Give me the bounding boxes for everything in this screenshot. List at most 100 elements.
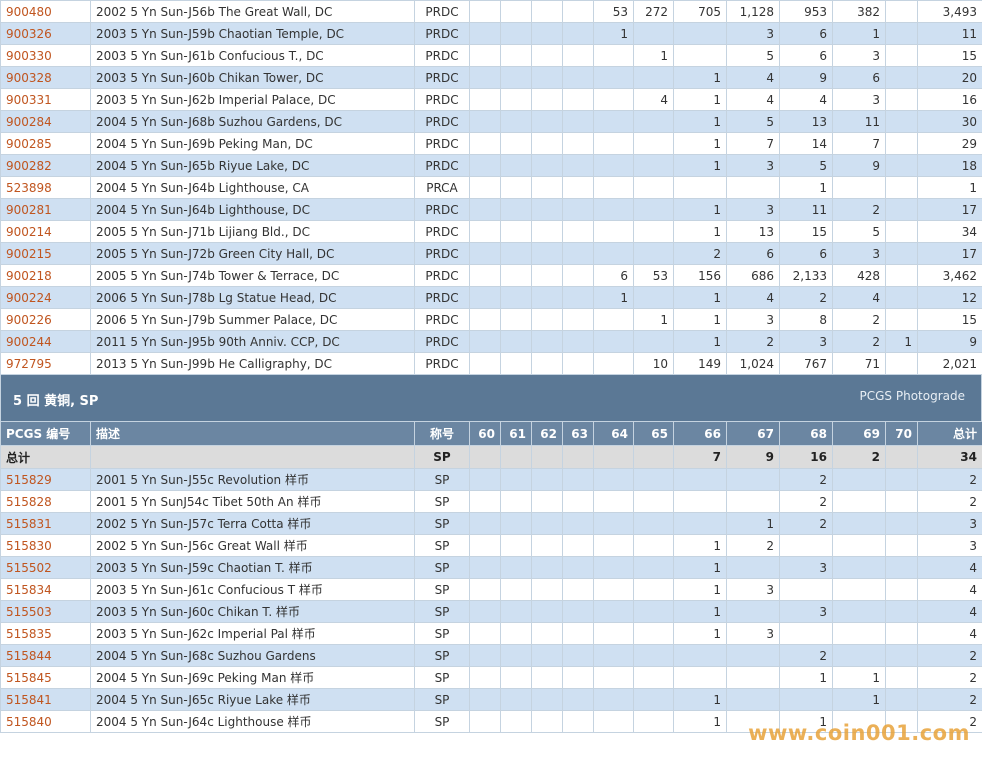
header-grade-67[interactable]: 67 (726, 421, 780, 446)
header-description[interactable]: 描述 (90, 421, 415, 446)
grade-count-cell (469, 666, 501, 689)
total-count-cell: 4 (917, 622, 982, 645)
pcgs-number-link[interactable]: 900214 (6, 224, 52, 239)
grade-count-cell (469, 644, 501, 667)
total-count-cell: 9 (917, 330, 982, 353)
table-row: 515828 2001 5 Yn SunJ54c Tibet 50th An 样币… (0, 490, 982, 513)
header-grade-68[interactable]: 68 (779, 421, 833, 446)
grade-count-cell: 3 (832, 44, 886, 67)
pcgs-number-link[interactable]: 515830 (6, 538, 52, 553)
grade-count-cell (469, 534, 501, 557)
pcgs-number-link[interactable]: 515841 (6, 692, 52, 707)
pcgs-number-link[interactable]: 515835 (6, 626, 52, 641)
pcgs-number-link[interactable]: 900281 (6, 202, 52, 217)
grade-count-cell: 1 (673, 88, 727, 111)
designation-cell: PRDC (414, 198, 470, 221)
grade-count-cell (500, 286, 532, 309)
grade-count-cell (562, 710, 594, 733)
total-count-cell: 4 (917, 600, 982, 623)
grade-count-cell (500, 352, 532, 375)
grade-count-cell (885, 490, 918, 513)
grade-count-cell: 1 (673, 710, 727, 733)
grade-count-cell (726, 688, 780, 711)
header-pcgs-number[interactable]: PCGS 编号 (0, 421, 91, 446)
photograde-link[interactable]: PCGS Photograde (859, 389, 965, 403)
grade-count-cell (562, 556, 594, 579)
header-total[interactable]: 总计 (917, 421, 982, 446)
header-grade-61[interactable]: 61 (500, 421, 532, 446)
description-cell: 2004 5 Yn Sun-J64c Lighthouse 样币 (90, 710, 415, 733)
pcgs-number-link[interactable]: 900331 (6, 92, 52, 107)
grade-count-cell (562, 622, 594, 645)
designation-cell: PRDC (414, 264, 470, 287)
grade-count-cell: 53 (633, 264, 674, 287)
description-cell: 2002 5 Yn Sun-J57c Terra Cotta 样币 (90, 512, 415, 535)
pcgs-number-link[interactable]: 900328 (6, 70, 52, 85)
grade-count-cell (885, 0, 918, 23)
table-row: 900224 2006 5 Yn Sun-J78b Lg Statue Head,… (0, 286, 982, 309)
grade-count-cell (673, 22, 727, 45)
pcgs-number-link[interactable]: 900224 (6, 290, 52, 305)
grade-count-cell (726, 490, 780, 513)
pcgs-number-link[interactable]: 900284 (6, 114, 52, 129)
header-grade-63[interactable]: 63 (562, 421, 594, 446)
pcgs-number-link[interactable]: 515844 (6, 648, 52, 663)
header-grade-60[interactable]: 60 (469, 421, 501, 446)
description-cell: 2005 5 Yn Sun-J74b Tower & Terrace, DC (90, 264, 415, 287)
grade-count-cell (500, 176, 532, 199)
header-designation[interactable]: 称号 (414, 421, 470, 446)
pcgs-number-link[interactable]: 972795 (6, 356, 52, 371)
grade-count-cell: 1 (593, 22, 634, 45)
grade-count-cell: 2 (832, 198, 886, 221)
grade-count-cell (633, 286, 674, 309)
pcgs-number-link[interactable]: 515840 (6, 714, 52, 729)
pcgs-number-link[interactable]: 900226 (6, 312, 52, 327)
designation-cell: SP (414, 490, 470, 513)
description-cell: 2002 5 Yn Sun-J56c Great Wall 样币 (90, 534, 415, 557)
pcgs-number-link[interactable]: 900218 (6, 268, 52, 283)
header-grade-66[interactable]: 66 (673, 421, 727, 446)
pcgs-number-link[interactable]: 515831 (6, 516, 52, 531)
pcgs-number-link[interactable]: 515503 (6, 604, 52, 619)
grade-count-cell: 1 (779, 666, 833, 689)
pcgs-number-link[interactable]: 900326 (6, 26, 52, 41)
pcgs-number-link[interactable]: 515828 (6, 494, 52, 509)
grade-count-cell (673, 512, 727, 535)
total-count-cell: 17 (917, 198, 982, 221)
grade-count-cell (593, 445, 634, 469)
description-cell: 2004 5 Yn Sun-J65c Riyue Lake 样币 (90, 688, 415, 711)
grade-count-cell: 1,128 (726, 0, 780, 23)
pcgs-number-link[interactable]: 515834 (6, 582, 52, 597)
pcgs-number-cell: 515835 (0, 622, 91, 645)
header-grade-65[interactable]: 65 (633, 421, 674, 446)
pcgs-number-link[interactable]: 900215 (6, 246, 52, 261)
pcgs-number-cell: 900285 (0, 132, 91, 155)
pcgs-number-link[interactable]: 515502 (6, 560, 52, 575)
pcgs-number-cell: 900281 (0, 198, 91, 221)
grade-count-cell (500, 710, 532, 733)
pcgs-number-link[interactable]: 900285 (6, 136, 52, 151)
header-grade-69[interactable]: 69 (832, 421, 886, 446)
census-table-sp: PCGS 编号 描述 称号 60 61 62 63 64 65 66 67 68 69 70 总计 总… (0, 421, 982, 733)
grade-count-cell (633, 490, 674, 513)
grade-count-cell (593, 308, 634, 331)
pcgs-number-link[interactable]: 515845 (6, 670, 52, 685)
grade-count-cell: 13 (779, 110, 833, 133)
site-watermark: www.coin001.com (748, 721, 970, 745)
pcgs-number-link[interactable]: 900480 (6, 4, 52, 19)
pcgs-number-link[interactable]: 900282 (6, 158, 52, 173)
header-grade-70[interactable]: 70 (885, 421, 918, 446)
header-grade-64[interactable]: 64 (593, 421, 634, 446)
pcgs-number-cell: 900218 (0, 264, 91, 287)
total-count-cell: 3,493 (917, 0, 982, 23)
description-cell: 2003 5 Yn Sun-J59b Chaotian Temple, DC (90, 22, 415, 45)
pcgs-number-link[interactable]: 900244 (6, 334, 52, 349)
grade-count-cell: 2 (726, 534, 780, 557)
header-grade-62[interactable]: 62 (531, 421, 563, 446)
pcgs-number-link[interactable]: 900330 (6, 48, 52, 63)
grade-count-cell (633, 688, 674, 711)
pcgs-number-link[interactable]: 523898 (6, 180, 52, 195)
grade-count-cell: 1 (779, 710, 833, 733)
designation-cell: SP (414, 578, 470, 601)
pcgs-number-link[interactable]: 515829 (6, 472, 52, 487)
